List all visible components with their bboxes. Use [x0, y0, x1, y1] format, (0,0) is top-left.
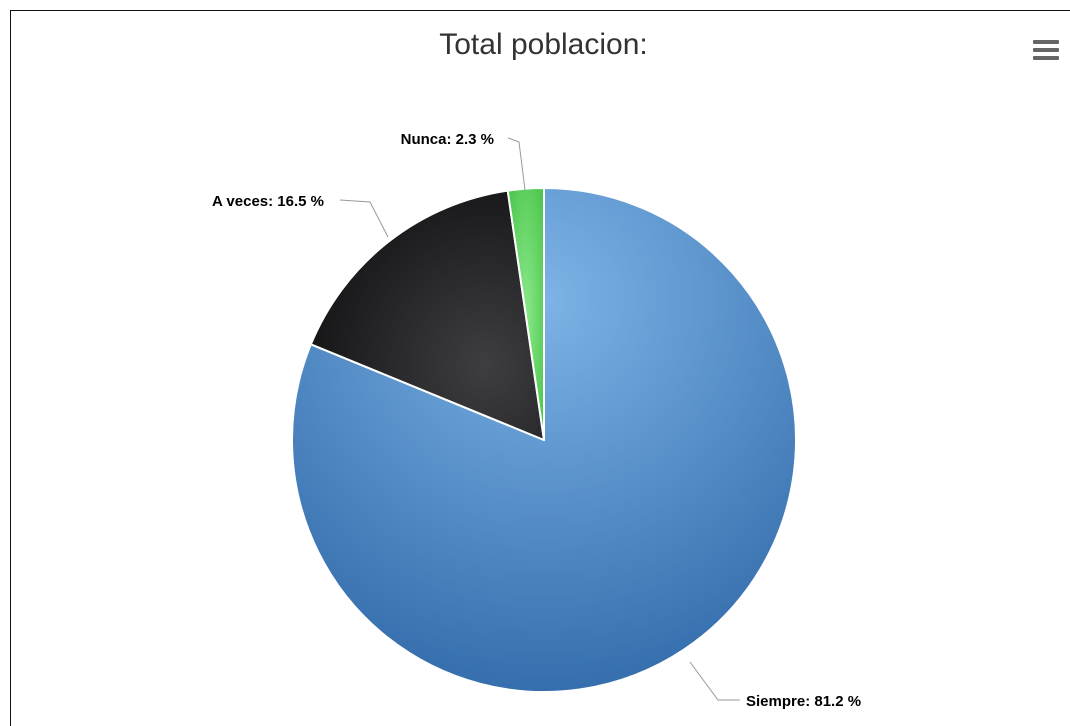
hamburger-icon	[1033, 40, 1059, 44]
data-label-a-veces: A veces: 16.5 %	[212, 193, 324, 210]
slice-labels: Siempre: 81.2 % A veces: 16.5 % Nunca: 2.3…	[212, 131, 861, 710]
pie-slices	[291, 187, 797, 693]
connector-siempre	[689, 661, 740, 701]
pie-slice-nunca[interactable]	[506, 187, 545, 441]
label-connectors	[339, 137, 740, 701]
data-label-nunca: Nunca: 2.3 %	[401, 131, 494, 148]
chart-menu-button[interactable]	[1033, 40, 1059, 64]
pie-slice-a-veces[interactable]	[309, 189, 545, 441]
hamburger-icon-bar	[1033, 56, 1059, 60]
connector-nunca	[507, 137, 526, 191]
data-label-siempre: Siempre: 81.2 %	[746, 693, 861, 710]
hamburger-icon-bar	[1033, 48, 1059, 52]
connector-a-veces	[339, 199, 389, 238]
chart-title: Total poblacion:	[439, 28, 648, 61]
